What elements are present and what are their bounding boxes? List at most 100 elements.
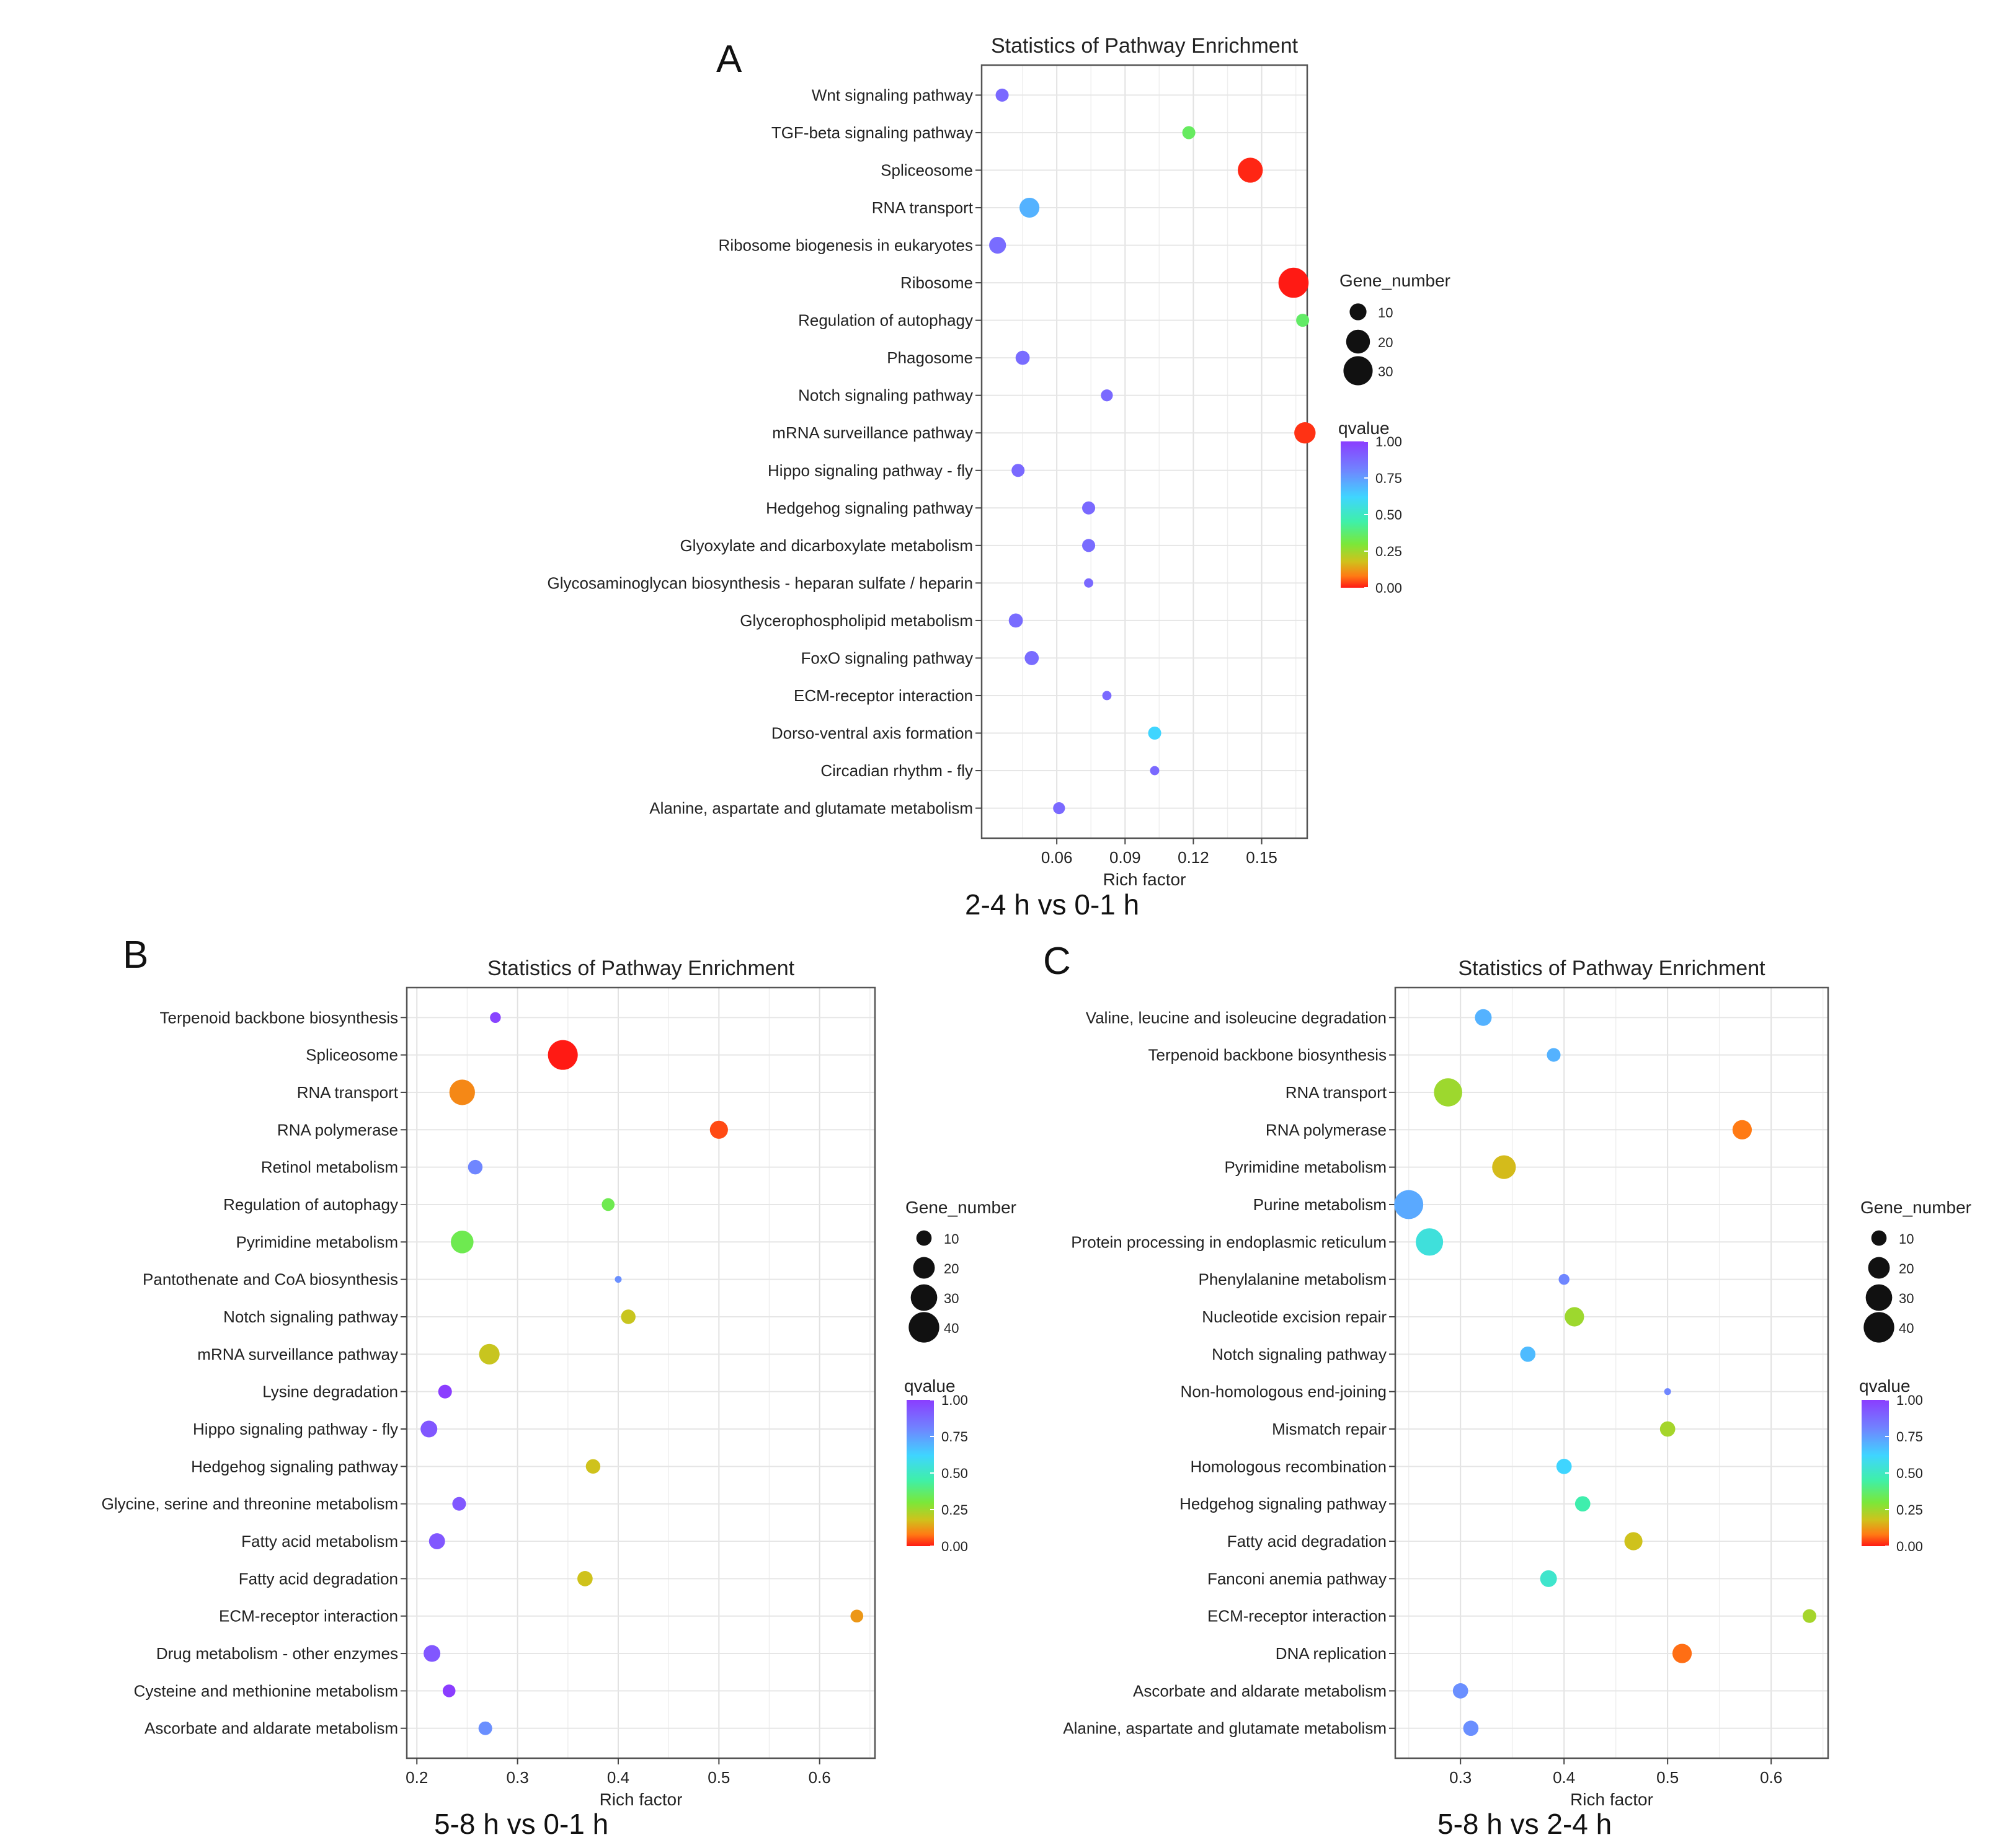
chart-title: Statistics of Pathway Enrichment [487, 957, 795, 980]
point-pyrimidine-metabolism [451, 1231, 474, 1254]
size-legend-dot-30 [1865, 1284, 1893, 1311]
x-axis-label: Rich factor [1103, 870, 1186, 889]
color-legend-label: 0.75 [1896, 1429, 1923, 1445]
point-hedgehog-signaling-pathway [1574, 1496, 1591, 1512]
point-glycosaminoglycan-biosynthesis-heparan-sulfate-heparin [1084, 578, 1094, 588]
point-dna-replication [1672, 1644, 1692, 1663]
point-tgf-beta-signaling-pathway [1182, 126, 1196, 139]
y-tick-label-purine-metabolism: Purine metabolism [1253, 1195, 1387, 1214]
color-legend-label: 1.00 [1896, 1392, 1923, 1408]
size-legend-title: Gene_number [1339, 271, 1450, 290]
y-tick-label-rna-polymerase: RNA polymerase [277, 1120, 398, 1139]
size-legend-label-20: 20 [1899, 1261, 1914, 1276]
point-homologous-recombination [1556, 1459, 1572, 1474]
y-tick-label-nucleotide-excision-repair: Nucleotide excision repair [1202, 1307, 1387, 1326]
size-legend-dot-20 [1346, 329, 1370, 354]
size-legend-dot-40 [1863, 1312, 1894, 1343]
point-mrna-surveillance-pathway [1294, 422, 1316, 444]
y-tick-label-pyrimidine-metabolism: Pyrimidine metabolism [1224, 1158, 1387, 1177]
panel-subtitle-c: 5-8 h vs 2-4 h [1437, 1808, 1612, 1840]
point-phagosome [1015, 350, 1030, 365]
color-legend-label: 0.50 [941, 1466, 968, 1481]
y-tick-label-fatty-acid-degradation: Fatty acid degradation [1227, 1532, 1387, 1551]
y-tick-label-hippo-signaling-pathway-fly: Hippo signaling pathway - fly [193, 1420, 398, 1438]
point-fanconi-anemia-pathway [1540, 1570, 1557, 1587]
y-tick-label-tgf-beta-signaling-pathway: TGF-beta signaling pathway [771, 123, 973, 142]
y-tick-label-pyrimidine-metabolism: Pyrimidine metabolism [236, 1232, 398, 1251]
y-tick-label-pantothenate-and-coa-biosynthesis: Pantothenate and CoA biosynthesis [143, 1270, 398, 1289]
size-legend-dot-10 [916, 1230, 932, 1246]
point-fatty-acid-degradation [577, 1571, 593, 1586]
y-tick-label-rna-polymerase: RNA polymerase [1266, 1120, 1387, 1139]
point-notch-signaling-pathway [621, 1309, 636, 1324]
y-tick-label-mrna-surveillance-pathway: mRNA surveillance pathway [197, 1345, 398, 1363]
y-tick-label-fatty-acid-metabolism: Fatty acid metabolism [241, 1532, 398, 1551]
y-tick-label-retinol-metabolism: Retinol metabolism [261, 1158, 398, 1177]
y-tick-label-dorso-ventral-axis-formation: Dorso-ventral axis formation [771, 724, 973, 743]
color-legend-bar [1862, 1400, 1889, 1546]
point-protein-processing-in-endoplasmic-reticulum [1416, 1228, 1444, 1256]
point-glycerophospholipid-metabolism [1008, 613, 1023, 628]
y-tick-label-fatty-acid-degradation: Fatty acid degradation [239, 1569, 398, 1588]
y-tick-label-mismatch-repair: Mismatch repair [1272, 1420, 1387, 1438]
color-legend-label: 0.00 [941, 1539, 968, 1554]
y-tick-label-glyoxylate-and-dicarboxylate-metabolism: Glyoxylate and dicarboxylate metabolism [680, 536, 973, 555]
point-mismatch-repair [1659, 1421, 1676, 1437]
point-rna-transport [1434, 1078, 1462, 1107]
point-cysteine-and-methionine-metabolism [442, 1684, 456, 1697]
point-hippo-signaling-pathway-fly [1011, 464, 1025, 477]
y-tick-label-circadian-rhythm-fly: Circadian rhythm - fly [820, 761, 973, 780]
plot-border [406, 986, 876, 1759]
x-axis-label: Rich factor [1570, 1790, 1653, 1809]
point-terpenoid-backbone-biosynthesis [1547, 1048, 1561, 1062]
point-terpenoid-backbone-biosynthesis [490, 1012, 501, 1023]
point-ribosome-biogenesis-in-eukaryotes [989, 236, 1006, 254]
point-hedgehog-signaling-pathway [1082, 501, 1096, 515]
point-rna-polymerase [1732, 1120, 1752, 1139]
y-tick-label-phenylalanine-metabolism: Phenylalanine metabolism [1198, 1270, 1387, 1289]
point-retinol-metabolism [468, 1159, 483, 1175]
x-tick-label: 0.09 [1109, 848, 1141, 867]
y-tick-label-dna-replication: DNA replication [1276, 1644, 1387, 1663]
x-tick-label: 0.12 [1178, 848, 1209, 867]
y-tick-label-hippo-signaling-pathway-fly: Hippo signaling pathway - fly [768, 461, 973, 480]
point-ecm-receptor-interaction [850, 1609, 864, 1623]
point-dorso-ventral-axis-formation [1148, 726, 1161, 740]
point-valine-leucine-and-isoleucine-degradation [1475, 1009, 1492, 1026]
y-tick-label-lysine-degradation: Lysine degradation [262, 1383, 398, 1401]
size-legend-dot-20 [1868, 1257, 1890, 1279]
point-lysine-degradation [438, 1384, 452, 1399]
y-tick-label-notch-signaling-pathway: Notch signaling pathway [798, 386, 973, 405]
y-tick-label-ascorbate-and-aldarate-metabolism: Ascorbate and aldarate metabolism [144, 1719, 398, 1738]
y-tick-label-regulation-of-autophagy: Regulation of autophagy [223, 1195, 398, 1214]
y-tick-label-alanine-aspartate-and-glutamate-metabolism: Alanine, aspartate and glutamate metabol… [1063, 1719, 1387, 1738]
point-alanine-aspartate-and-glutamate-metabolism [1053, 802, 1065, 815]
x-tick-label: 0.15 [1246, 848, 1277, 867]
size-legend-label-10: 10 [1899, 1231, 1914, 1247]
y-tick-label-non-homologous-end-joining: Non-homologous end-joining [1181, 1383, 1387, 1401]
point-ecm-receptor-interaction [1102, 691, 1112, 701]
point-drug-metabolism-other-enzymes [424, 1645, 441, 1662]
x-tick-label: 0.5 [1656, 1768, 1679, 1787]
point-pantothenate-and-coa-biosynthesis [615, 1276, 622, 1283]
size-legend-dot-10 [1349, 303, 1367, 321]
point-alanine-aspartate-and-glutamate-metabolism [1463, 1720, 1479, 1737]
size-legend-dot-40 [908, 1312, 939, 1343]
color-legend-label: 0.00 [1896, 1539, 1923, 1554]
size-legend-title: Gene_number [905, 1198, 1016, 1217]
x-tick-label: 0.4 [1553, 1768, 1575, 1787]
y-tick-label-protein-processing-in-endoplasmic-reticulum: Protein processing in endoplasmic reticu… [1071, 1232, 1387, 1251]
y-tick-label-terpenoid-backbone-biosynthesis: Terpenoid backbone biosynthesis [1148, 1046, 1387, 1064]
point-fatty-acid-metabolism [429, 1533, 445, 1549]
size-legend-label-20: 20 [1378, 335, 1393, 350]
panel-letter-b: B [123, 934, 149, 976]
point-spliceosome [548, 1040, 578, 1070]
x-tick-label: 0.06 [1041, 848, 1073, 867]
y-tick-label-ecm-receptor-interaction: ECM-receptor interaction [1207, 1607, 1387, 1626]
y-tick-label-terpenoid-backbone-biosynthesis: Terpenoid backbone biosynthesis [160, 1008, 398, 1027]
y-tick-label-rna-transport: RNA transport [1286, 1083, 1387, 1102]
point-pyrimidine-metabolism [1492, 1155, 1516, 1179]
color-legend-title: qvalue [1859, 1376, 1911, 1396]
size-legend-label-30: 30 [1378, 364, 1393, 379]
